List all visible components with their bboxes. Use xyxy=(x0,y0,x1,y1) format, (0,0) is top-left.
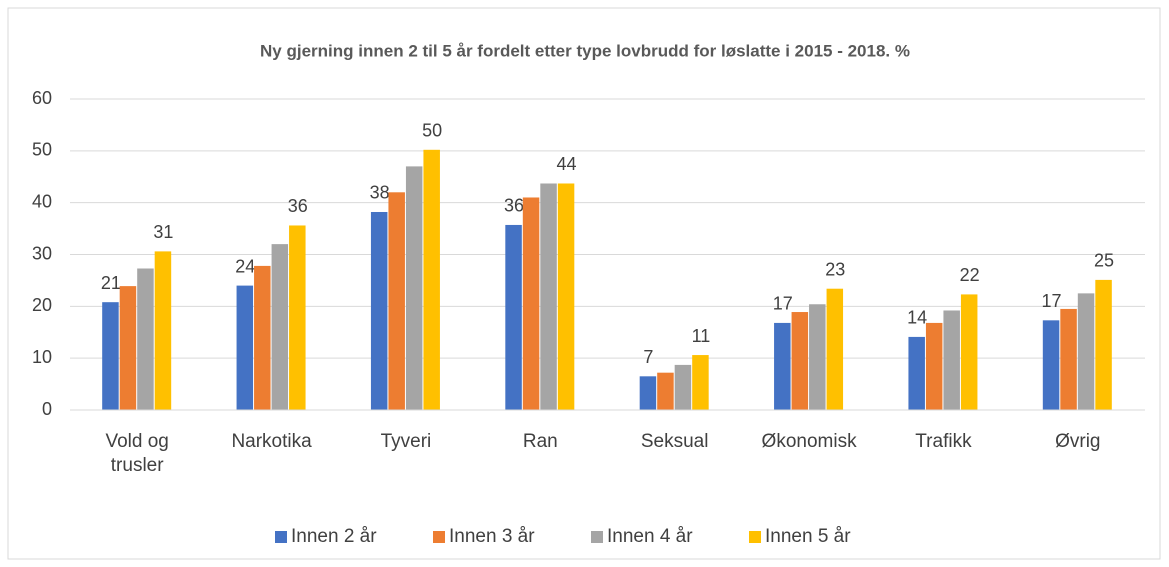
data-label: 7 xyxy=(643,347,653,367)
bar xyxy=(423,149,440,410)
data-label: 24 xyxy=(235,256,255,276)
bar xyxy=(557,183,575,410)
bar xyxy=(388,192,405,410)
bar xyxy=(1042,320,1060,410)
data-label: 25 xyxy=(1094,251,1114,271)
bar xyxy=(289,225,306,410)
y-tick-label: 10 xyxy=(32,347,52,367)
data-label: 11 xyxy=(692,326,711,346)
bar xyxy=(774,322,791,410)
bar xyxy=(370,211,388,410)
bar xyxy=(236,285,254,410)
data-label: 22 xyxy=(960,265,980,285)
legend-swatch xyxy=(749,531,761,543)
bar xyxy=(791,312,809,410)
x-tick-label: Øvrig xyxy=(1055,431,1101,452)
data-label: 14 xyxy=(907,308,927,328)
x-tick-label: Ran xyxy=(522,431,558,452)
x-tick-label: Økonomisk xyxy=(761,431,857,452)
legend-label: Innen 2 år xyxy=(291,526,377,547)
bar xyxy=(925,322,943,410)
bar xyxy=(692,355,709,410)
bar xyxy=(674,364,692,410)
bar xyxy=(826,288,844,410)
bar xyxy=(505,224,522,410)
y-tick-label: 30 xyxy=(32,243,52,263)
legend-swatch xyxy=(591,531,603,543)
y-tick-label: 60 xyxy=(32,88,52,108)
data-label: 21 xyxy=(101,273,121,293)
y-tick-label: 0 xyxy=(42,399,52,419)
data-label: 31 xyxy=(153,222,173,242)
data-label: 36 xyxy=(288,196,308,216)
legend-label: Innen 5 år xyxy=(765,526,851,547)
x-tick-label: Vold og trusler xyxy=(105,431,169,476)
bar xyxy=(943,310,960,410)
x-tick-label: Narkotika xyxy=(231,431,312,452)
bar xyxy=(522,197,540,410)
data-label: 36 xyxy=(504,196,524,216)
data-label: 23 xyxy=(825,259,845,279)
bar xyxy=(639,376,657,410)
chart-title: Ny gjerning innen 2 til 5 år fordelt ett… xyxy=(260,41,910,60)
legend-label: Innen 4 år xyxy=(607,526,693,547)
bar xyxy=(137,268,154,410)
data-label: 44 xyxy=(557,154,577,174)
bar xyxy=(254,265,271,410)
legend-swatch xyxy=(275,531,287,543)
x-tick-label: Tyveri xyxy=(380,431,432,452)
y-tick-label: 40 xyxy=(32,191,52,211)
bar xyxy=(154,251,172,410)
bar xyxy=(1077,293,1095,410)
legend-label: Innen 3 år xyxy=(449,526,535,547)
bar xyxy=(271,244,289,410)
y-tick-label: 20 xyxy=(32,295,52,315)
bar xyxy=(809,304,826,410)
x-tick-label: Trafikk xyxy=(915,431,972,452)
bar xyxy=(119,286,137,410)
x-tick-label: Seksual xyxy=(640,431,709,452)
y-tick-label: 50 xyxy=(32,140,52,160)
data-label: 38 xyxy=(370,183,390,203)
bar xyxy=(960,294,978,410)
data-label: 50 xyxy=(422,121,442,141)
data-label: 17 xyxy=(773,294,793,314)
bar xyxy=(657,372,674,410)
bar xyxy=(540,183,557,410)
bar xyxy=(1060,308,1077,410)
legend-swatch xyxy=(433,531,445,543)
bar xyxy=(1095,279,1112,410)
bar xyxy=(102,302,119,410)
data-label: 17 xyxy=(1042,291,1062,311)
bar xyxy=(908,336,925,410)
chart-frame xyxy=(7,7,1161,560)
bar xyxy=(405,166,423,410)
